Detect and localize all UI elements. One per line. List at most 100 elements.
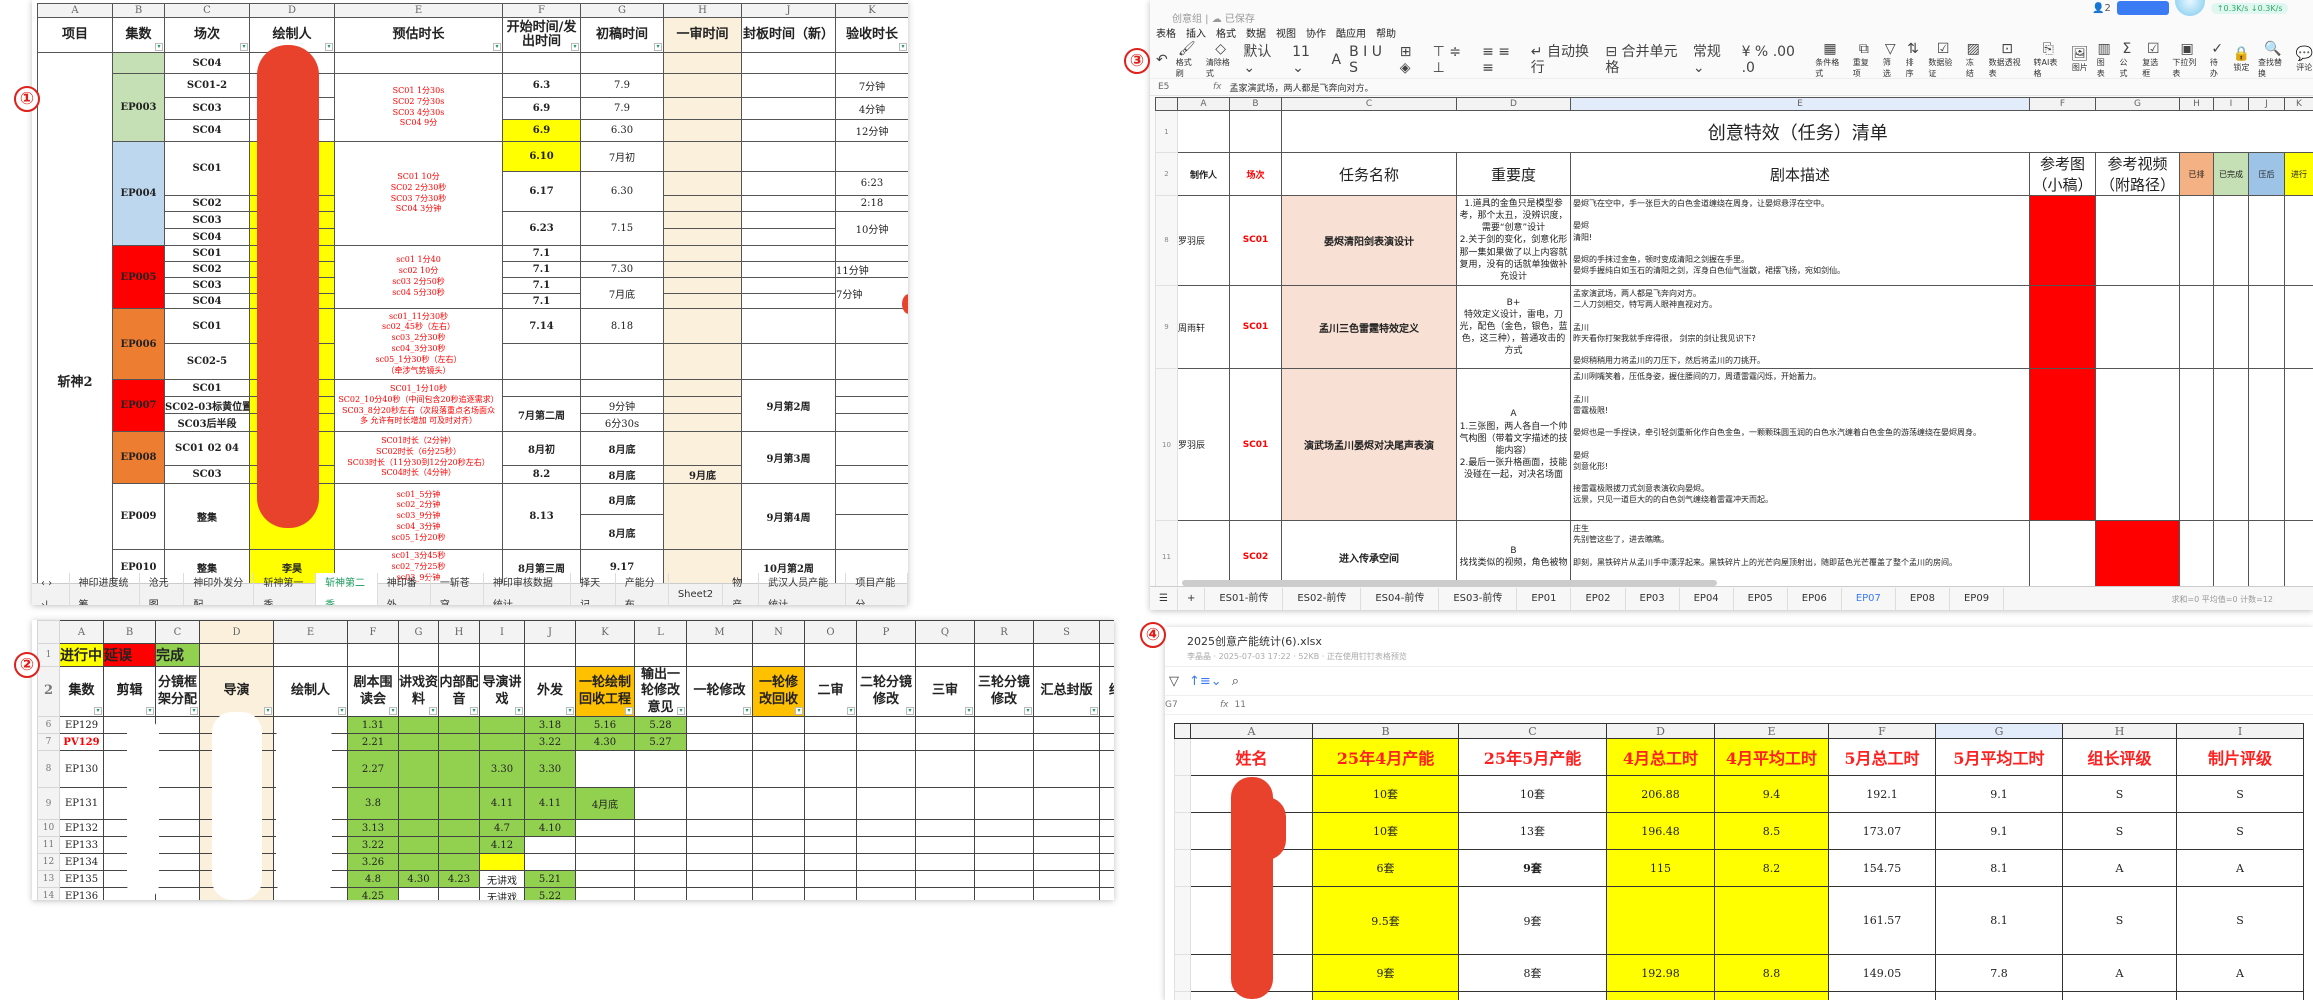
- status-cell[interactable]: [2284, 284, 2313, 370]
- column-header[interactable]: E: [334, 3, 503, 18]
- toolbar-button[interactable]: 🖼 图片: [2071, 46, 2089, 73]
- scene-cell[interactable]: SC04: [164, 119, 250, 142]
- header-cell[interactable]: 已排: [2179, 152, 2214, 196]
- corner-cell[interactable]: [1174, 723, 1191, 739]
- column-header[interactable]: E: [273, 620, 348, 644]
- cell[interactable]: [398, 887, 439, 900]
- cell[interactable]: [856, 643, 916, 667]
- filter-dropdown-icon[interactable]: ▾: [155, 43, 163, 51]
- reference-video-cell[interactable]: [2095, 195, 2180, 286]
- toolbar-button[interactable]: A: [1332, 52, 1342, 68]
- filter-icon[interactable]: ▽: [1169, 673, 1179, 689]
- importance-cell[interactable]: B+ 特效定义设计，雷电，刀 光，配色（金色，银色，蓝 色，这三种），普通攻击的…: [1456, 284, 1571, 370]
- episode-cell[interactable]: EP130: [59, 750, 104, 788]
- sheet-tab[interactable]: EP08: [1896, 587, 1950, 610]
- column-header[interactable]: M: [686, 620, 753, 644]
- cell[interactable]: [1033, 853, 1100, 871]
- column-header[interactable]: C: [155, 620, 200, 644]
- cell[interactable]: [663, 97, 742, 120]
- cell[interactable]: 8套: [1458, 954, 1607, 992]
- header-cell[interactable]: 内部配音 ▾: [438, 666, 480, 717]
- episode-cell[interactable]: PV129: [59, 733, 104, 751]
- start-cell[interactable]: 7.1: [502, 245, 581, 262]
- cell[interactable]: [334, 52, 503, 74]
- filter-dropdown-icon[interactable]: ▾: [1024, 707, 1032, 715]
- cell[interactable]: [856, 733, 916, 751]
- filter-dropdown-icon[interactable]: ▾: [325, 43, 333, 51]
- cell[interactable]: [634, 819, 687, 837]
- cell[interactable]: [804, 853, 857, 871]
- cell[interactable]: [1033, 836, 1100, 854]
- status-cell[interactable]: [2248, 284, 2285, 370]
- column-header[interactable]: G: [1935, 723, 2063, 739]
- header-cell[interactable]: 一轮绘制回收工程 ▾: [575, 666, 635, 717]
- cell[interactable]: [1935, 991, 2063, 1000]
- cell[interactable]: [663, 293, 742, 309]
- cell[interactable]: [804, 716, 857, 734]
- cell[interactable]: 8.5: [1714, 812, 1829, 850]
- cell[interactable]: 无讲戏: [479, 870, 525, 888]
- cell[interactable]: [273, 643, 348, 667]
- menu-item[interactable]: 格式: [1216, 29, 1236, 40]
- header-cell[interactable]: 讲戏资料 ▾: [398, 666, 439, 717]
- header-cell[interactable]: 开始时间/发出时间 ▾: [502, 17, 581, 53]
- header-cell[interactable]: 集数 ▾: [112, 17, 165, 53]
- status-cell[interactable]: [2248, 368, 2285, 522]
- cell[interactable]: 6套: [1312, 849, 1459, 887]
- scene-cell[interactable]: SC01: [164, 245, 250, 262]
- cell[interactable]: [741, 211, 836, 229]
- assistant-orb[interactable]: [2174, 0, 2205, 16]
- estimate-cell[interactable]: sc01_11分30秒 sc02_45秒（左右） sc03_2分30秒 sc04…: [334, 308, 503, 380]
- column-header[interactable]: A: [37, 3, 113, 18]
- cell[interactable]: [835, 52, 908, 74]
- start-cell[interactable]: 6.9: [502, 97, 581, 120]
- toolbar-button[interactable]: B I U S: [1349, 44, 1392, 76]
- cell[interactable]: [1033, 787, 1100, 820]
- cell[interactable]: [575, 819, 635, 837]
- header-cell[interactable]: 验收时长 ▾: [835, 17, 908, 53]
- corner-cell[interactable]: [1155, 97, 1178, 111]
- cell[interactable]: 4.23: [438, 870, 480, 888]
- row-number[interactable]: [1174, 849, 1191, 887]
- episode-cell[interactable]: EP004: [112, 141, 165, 246]
- header-cell[interactable]: 压后: [2248, 152, 2285, 196]
- cell[interactable]: [580, 379, 664, 397]
- cell[interactable]: [915, 787, 975, 820]
- cell[interactable]: A: [2176, 849, 2304, 887]
- cell[interactable]: [1099, 643, 1114, 667]
- scene-cell[interactable]: SC02: [164, 195, 250, 212]
- cell[interactable]: 149.05: [1828, 954, 1936, 992]
- cell[interactable]: 9.5套: [1312, 886, 1459, 955]
- toolbar-button[interactable]: 🔍 查找替换: [2258, 41, 2288, 79]
- sheet-tab[interactable]: EP04: [1680, 587, 1734, 610]
- episode-cell[interactable]: EP136: [59, 887, 104, 900]
- cell[interactable]: [804, 787, 857, 820]
- cell[interactable]: [663, 195, 742, 212]
- toolbar-button[interactable]: ⊟ 合并单元格: [1605, 44, 1684, 76]
- importance-cell[interactable]: 1.道具的金鱼只是模型参 考，那个太丑，没辨识度， 需要“创意”设计 2.关于剑…: [1456, 195, 1571, 286]
- cell[interactable]: [575, 870, 635, 888]
- cell[interactable]: [741, 171, 836, 196]
- cell[interactable]: [663, 245, 742, 262]
- scene-cell[interactable]: SC01 02 04: [164, 431, 250, 466]
- cell[interactable]: [663, 119, 742, 142]
- cell[interactable]: 3.8: [347, 787, 399, 820]
- cell[interactable]: 5.21: [524, 870, 576, 888]
- maker-cell[interactable]: 罗羽辰: [1177, 195, 1230, 286]
- cell[interactable]: [974, 716, 1034, 734]
- cell[interactable]: [686, 887, 753, 900]
- reference-image-cell[interactable]: [2029, 520, 2096, 595]
- column-header[interactable]: N: [752, 620, 805, 644]
- cell[interactable]: [835, 308, 908, 344]
- cell[interactable]: 4.7: [479, 819, 525, 837]
- cell[interactable]: [1229, 110, 1282, 153]
- cell[interactable]: [741, 97, 836, 120]
- cell[interactable]: [524, 643, 576, 667]
- scene-cell[interactable]: SC01-2: [164, 73, 250, 98]
- cell[interactable]: [1714, 991, 1829, 1000]
- column-header[interactable]: P: [856, 620, 916, 644]
- sheet-tab[interactable]: ES01-前传: [1205, 587, 1284, 610]
- header-cell[interactable]: 预估时长 ▾: [334, 17, 503, 53]
- cell[interactable]: [155, 750, 200, 788]
- cell[interactable]: [974, 733, 1034, 751]
